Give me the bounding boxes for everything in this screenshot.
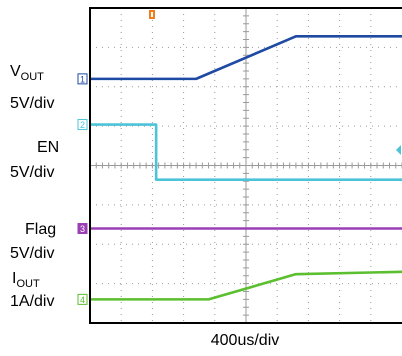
channel-marker-4: 4 — [77, 293, 88, 305]
plot-grid — [89, 7, 402, 324]
svg-text:1: 1 — [80, 74, 85, 84]
channel-marker-1: 1 — [77, 73, 88, 85]
channel-marker-2: 2 — [77, 119, 88, 131]
channel-scale-flag: 5V/div — [10, 245, 54, 262]
x-axis-label: 400us/div — [211, 332, 280, 349]
trace-en — [90, 123, 402, 181]
channel-label-flag: Flag — [25, 221, 56, 238]
trigger-position-marker — [149, 10, 155, 19]
trace-layer — [90, 35, 402, 301]
channel-marker-3: 3 — [77, 223, 88, 234]
trace-vout — [90, 35, 402, 81]
plot-frame — [89, 7, 402, 324]
svg-text:3: 3 — [80, 224, 85, 234]
channel-label-en: EN — [37, 139, 59, 156]
channel-scale-en: 5V/div — [10, 164, 54, 181]
channel-markers: 1 2 3 4 — [77, 73, 88, 305]
channel-label-vout: VOUT — [10, 63, 44, 83]
trace-iout — [90, 270, 402, 301]
svg-text:2: 2 — [80, 120, 85, 130]
svg-text:4: 4 — [80, 295, 85, 305]
trigger-level-marker — [396, 145, 401, 155]
channel-scale-vout: 5V/div — [10, 95, 54, 112]
channel-label-iout: IOUT — [12, 270, 40, 290]
channel-scale-iout: 1A/div — [10, 293, 54, 310]
